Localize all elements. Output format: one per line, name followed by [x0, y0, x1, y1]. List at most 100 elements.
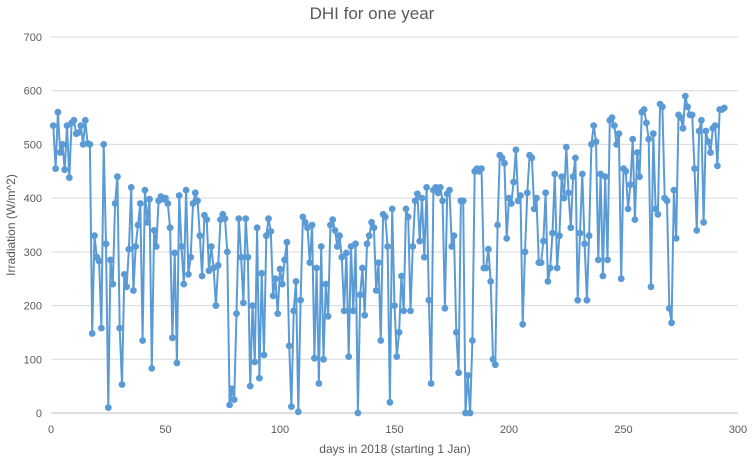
data-point [297, 296, 304, 304]
data-point [164, 200, 172, 207]
data-point [226, 401, 234, 409]
data-point [418, 194, 426, 202]
data-point [359, 264, 366, 272]
data-point [292, 278, 300, 285]
data-point [178, 243, 185, 250]
y-axis-ticks: 0 100 200 300 400 500 600 700 [24, 32, 42, 420]
data-point [185, 271, 192, 278]
data-point [613, 141, 620, 148]
data-point [684, 103, 691, 111]
data-point [169, 334, 176, 342]
data-point [498, 154, 506, 162]
x-tick-label: 150 [385, 424, 403, 436]
data-point [507, 200, 515, 207]
series-line [52, 95, 725, 414]
data-point [221, 215, 229, 223]
data-point [95, 257, 103, 265]
data-point [377, 337, 385, 344]
data-point [514, 197, 522, 205]
data-point [203, 216, 211, 224]
data-point [647, 283, 655, 291]
data-point [349, 307, 357, 315]
data-point [714, 162, 721, 170]
x-tick-label: 250 [614, 424, 632, 436]
data-point [494, 221, 501, 229]
data-point [306, 259, 314, 266]
data-point [491, 361, 499, 369]
data-point [427, 380, 435, 387]
data-point [141, 186, 149, 194]
data-point [627, 181, 634, 189]
data-point [608, 114, 616, 121]
data-point [70, 116, 78, 124]
data-point [407, 307, 414, 315]
data-point [537, 259, 545, 266]
x-tick-label: 0 [48, 424, 54, 436]
data-point [152, 243, 160, 250]
data-point [540, 237, 547, 245]
data-point [393, 353, 401, 360]
data-point [578, 170, 586, 178]
data-point [704, 138, 712, 146]
data-point [436, 184, 444, 191]
data-point [109, 280, 117, 288]
data-point [574, 296, 582, 304]
data-point [285, 342, 293, 350]
data-point [439, 197, 446, 205]
data-point [707, 149, 714, 156]
data-point [698, 116, 705, 124]
data-point [331, 227, 339, 234]
data-point [171, 249, 179, 257]
data-point [700, 218, 707, 226]
data-point [601, 173, 609, 181]
data-point [116, 324, 124, 332]
data-point [702, 127, 710, 135]
y-tick-label: 300 [24, 247, 42, 259]
data-point [212, 302, 220, 309]
data-point [77, 122, 85, 129]
data-point [649, 130, 657, 138]
data-point [381, 213, 389, 221]
data-point [567, 224, 575, 232]
data-point [420, 253, 428, 261]
data-point [375, 259, 382, 266]
data-point [546, 264, 554, 272]
data-point [166, 224, 174, 232]
data-point [542, 189, 549, 197]
data-point [352, 240, 359, 248]
data-point [519, 321, 527, 328]
data-point [391, 302, 398, 309]
chart-title: DHI for one year [310, 4, 435, 23]
data-point [629, 135, 637, 143]
data-point [688, 111, 696, 119]
data-point [505, 194, 513, 202]
data-point [338, 253, 346, 261]
data-point [294, 408, 302, 416]
data-point [560, 194, 568, 202]
data-point [267, 228, 275, 235]
data-point [643, 119, 650, 127]
data-point [446, 186, 453, 194]
x-tick-label: 200 [500, 424, 518, 436]
data-point [414, 190, 421, 198]
data-point [386, 398, 394, 406]
data-point [281, 256, 288, 264]
data-point [162, 194, 169, 202]
data-point [274, 310, 282, 317]
data-point [361, 311, 369, 319]
data-point [114, 173, 121, 181]
data-point [356, 291, 364, 299]
data-point [223, 248, 231, 256]
data-point [510, 178, 517, 186]
data-point [388, 205, 396, 213]
data-point [251, 358, 259, 366]
data-point [233, 310, 240, 317]
data-point [565, 189, 572, 197]
data-point [308, 221, 316, 229]
data-point [455, 369, 462, 377]
data-point [441, 304, 449, 312]
data-point [132, 243, 140, 250]
data-point [249, 302, 256, 309]
data-point [370, 224, 378, 232]
y-tick-label: 600 [24, 86, 42, 98]
